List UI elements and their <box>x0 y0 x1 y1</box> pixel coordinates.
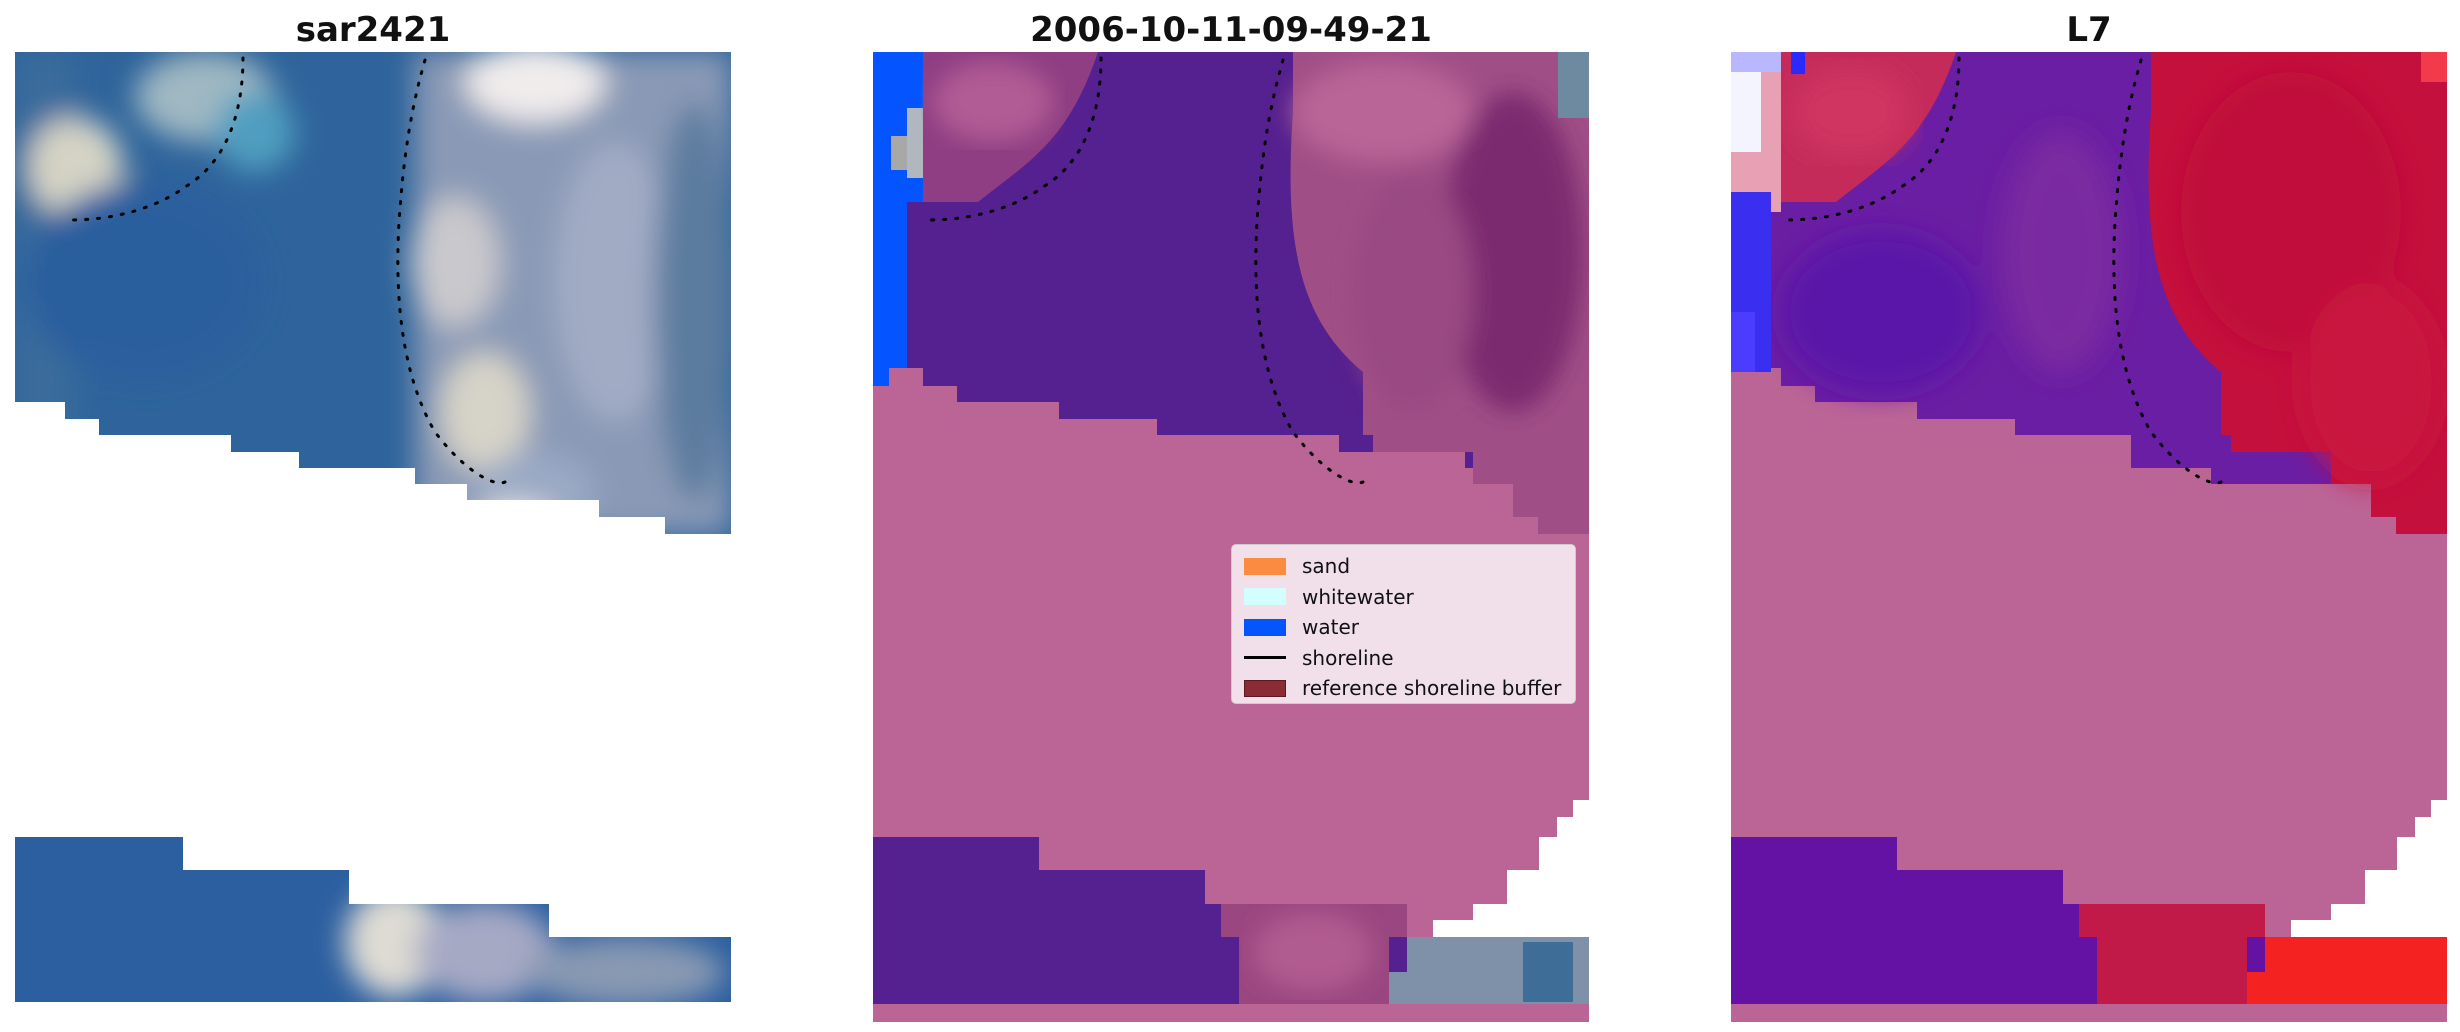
legend-label-whitewater: whitewater <box>1302 584 1414 609</box>
legend-item-reference-buffer: reference shoreline buffer <box>1238 673 1565 704</box>
classification-image <box>873 52 1589 1022</box>
legend-label-shoreline: shoreline <box>1302 645 1394 670</box>
panel-title-rgb: sar2421 <box>295 10 451 50</box>
legend-item-shoreline: shoreline <box>1238 643 1565 674</box>
rgb-image-panel <box>15 52 731 1022</box>
legend-swatch-reference-buffer <box>1244 679 1286 697</box>
legend-item-sand: sand <box>1238 551 1565 582</box>
legend: sand whitewater water shoreline referenc… <box>1231 544 1576 704</box>
panel-title-classification: 2006-10-11-09-49-21 <box>1030 10 1432 50</box>
legend-item-whitewater: whitewater <box>1238 582 1565 613</box>
classification-panel <box>873 52 1589 1022</box>
legend-label-sand: sand <box>1302 554 1351 579</box>
rgb-image <box>15 52 731 1002</box>
legend-swatch-whitewater <box>1244 588 1286 606</box>
panel-title-index: L7 <box>2066 10 2112 50</box>
legend-label-water: water <box>1302 615 1359 640</box>
legend-item-water: water <box>1238 612 1565 643</box>
legend-swatch-shoreline <box>1244 656 1286 660</box>
legend-label-reference-buffer: reference shoreline buffer <box>1302 676 1562 701</box>
legend-swatch-water <box>1244 618 1286 636</box>
index-panel <box>1731 52 2447 1022</box>
legend-swatch-sand <box>1244 557 1286 575</box>
index-image <box>1731 52 2447 1022</box>
